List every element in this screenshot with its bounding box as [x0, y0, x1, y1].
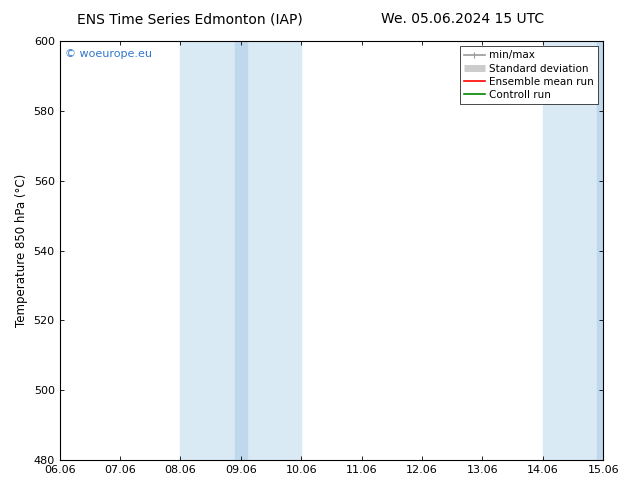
Bar: [181, 41, 301, 460]
Bar: [597, 41, 603, 460]
Text: ENS Time Series Edmonton (IAP): ENS Time Series Edmonton (IAP): [77, 12, 303, 26]
Y-axis label: Temperature 850 hPa (°C): Temperature 850 hPa (°C): [15, 174, 28, 327]
Text: © woeurope.eu: © woeurope.eu: [65, 49, 152, 59]
Legend: min/max, Standard deviation, Ensemble mean run, Controll run: min/max, Standard deviation, Ensemble me…: [460, 46, 598, 104]
Bar: [543, 41, 603, 460]
Bar: [235, 41, 247, 460]
Text: We. 05.06.2024 15 UTC: We. 05.06.2024 15 UTC: [381, 12, 545, 26]
